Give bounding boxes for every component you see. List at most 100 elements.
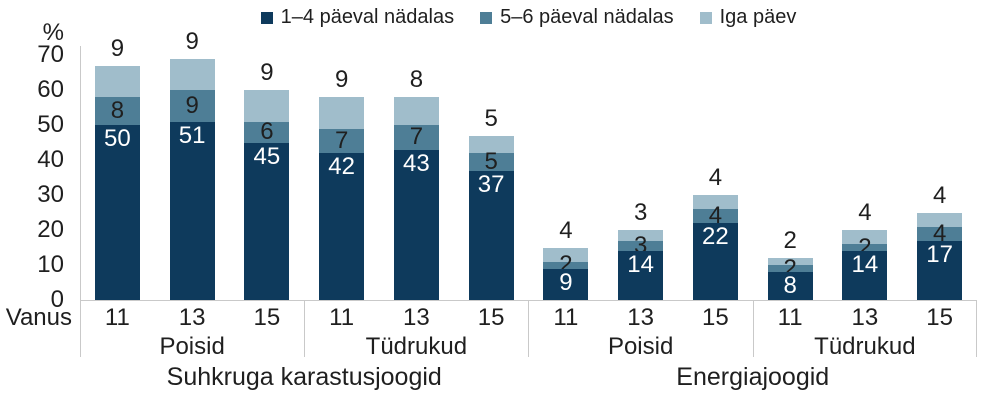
bar-value-iga-paev: 2 xyxy=(783,227,797,254)
bar-value-1-4: 9 xyxy=(559,268,573,296)
bar-segment-iga-paev xyxy=(94,65,140,97)
bar-value-1-4: 51 xyxy=(178,121,206,149)
plot-area: 9 8 50 9 9 51 9 6 45 9 7 xyxy=(80,29,977,300)
bar-segment-iga-paev xyxy=(618,230,664,241)
group-divider xyxy=(976,300,977,357)
bar-segment-1-4: 14 xyxy=(842,251,888,300)
bar-value-iga-paev: 4 xyxy=(708,164,723,191)
stacked-bar: 9 9 51 xyxy=(169,27,215,300)
gender-labels-row: Poisid Tüdrukud Poisid Tüdrukud xyxy=(80,333,977,360)
bar-segment-1-4: 14 xyxy=(618,251,664,300)
stacked-bar: 9 8 50 xyxy=(94,34,140,300)
age-label: 11 xyxy=(553,304,579,331)
bar-segment-iga-paev xyxy=(543,247,589,262)
age-labels-row: 11 13 15 11 13 15 11 13 15 11 13 15 xyxy=(80,300,977,336)
bar-value-iga-paev: 9 xyxy=(110,34,125,62)
bar-value-1-4: 22 xyxy=(702,223,729,250)
bar-segment-iga-paev xyxy=(917,212,963,227)
bar-value-5-6: 8 xyxy=(110,97,125,124)
legend-item-iga-paev: Iga päev xyxy=(699,6,797,29)
bar-segment-5-6: 2 xyxy=(767,256,813,280)
bar-value-1-4: 17 xyxy=(926,240,953,268)
y-tick: 70 xyxy=(37,41,64,68)
bar-segment-1-4: 50 xyxy=(94,125,140,300)
stacked-bar: 8 7 43 xyxy=(393,66,439,300)
group-label-poisid: Poisid xyxy=(159,333,225,360)
age-label: 11 xyxy=(104,304,130,331)
bar-segment-1-4: 22 xyxy=(692,223,738,300)
category-label-suhkruga: Suhkruga karastusjoogid xyxy=(166,363,442,391)
group-label-poisid: Poisid xyxy=(607,333,674,360)
group-divider xyxy=(753,300,754,357)
age-label: 15 xyxy=(253,304,281,331)
bar-segment-1-4: 43 xyxy=(393,149,439,300)
y-tick: 0 xyxy=(50,286,64,313)
bar-value-iga-paev: 9 xyxy=(334,66,349,93)
y-tick: 40 xyxy=(37,146,64,173)
bar-value-5-6: 7 xyxy=(334,126,349,154)
legend-label: 5–6 päeval nädalas xyxy=(500,6,674,28)
stacked-bar: 4 2 9 xyxy=(543,218,589,300)
x-axis-title: Vanus xyxy=(5,304,72,331)
y-axis-line xyxy=(80,46,81,357)
bar-segment-iga-paev xyxy=(468,135,514,153)
bar-segment-iga-paev xyxy=(692,195,738,209)
bar-group-tudrukud-suhkruga: 9 7 42 8 7 43 5 5 37 xyxy=(304,55,528,300)
bar-group-poisid-suhkruga: 9 8 50 9 9 51 9 6 45 xyxy=(80,29,304,300)
legend-label: 1–4 päeval nädalas xyxy=(280,6,455,28)
age-label: 15 xyxy=(926,304,953,331)
bar-value-iga-paev: 9 xyxy=(185,27,199,55)
bar-segment-iga-paev xyxy=(767,258,813,265)
age-label: 11 xyxy=(777,304,803,331)
bar-segment-1-4: 45 xyxy=(244,142,290,300)
y-axis-ticks: 70 60 50 40 30 20 10 0 xyxy=(0,43,64,312)
legend-swatch-light-icon xyxy=(699,11,712,24)
age-label: 13 xyxy=(178,304,206,331)
age-label: 15 xyxy=(477,304,505,331)
bar-value-iga-paev: 5 xyxy=(484,104,498,132)
age-label: 15 xyxy=(702,304,729,331)
bar-segment-1-4: 37 xyxy=(468,170,514,300)
bar-value-iga-paev: 8 xyxy=(409,66,424,93)
bar-segment-5-6: 2 xyxy=(543,253,589,277)
bar-segment-5-6: 4 xyxy=(692,204,738,228)
bar-segment-5-6: 2 xyxy=(842,235,888,259)
stacked-bar: 5 5 37 xyxy=(468,104,514,300)
y-tick: 30 xyxy=(37,181,64,208)
bar-group-tudrukud-energia: 2 2 8 4 2 14 4 4 17 xyxy=(753,55,977,300)
bar-value-5-6: 4 xyxy=(932,219,947,247)
group-label-tudrukud: Tüdrukud xyxy=(814,333,916,360)
bar-value-5-6: 6 xyxy=(260,118,274,145)
age-label: 11 xyxy=(329,304,355,331)
bar-group-poisid-energia: 4 2 9 3 3 14 4 4 22 xyxy=(529,55,753,300)
bar-value-1-4: 50 xyxy=(104,125,131,152)
bar-segment-iga-paev xyxy=(319,97,365,129)
bar-segment-1-4: 42 xyxy=(319,153,365,300)
stacked-bar: 9 7 42 xyxy=(319,66,365,300)
bar-value-1-4: 43 xyxy=(403,149,430,177)
legend-item-5-6-paeval: 5–6 päeval nädalas xyxy=(480,6,674,29)
bar-segment-1-4: 17 xyxy=(917,240,963,300)
legend: 1–4 päeval nädalas 5–6 päeval nädalas Ig… xyxy=(80,6,977,29)
bar-segment-5-6: 9 xyxy=(169,90,215,122)
group-divider xyxy=(304,300,305,357)
age-label: 13 xyxy=(403,304,430,331)
stacked-bar: 4 4 17 xyxy=(917,183,963,300)
legend-label: Iga päev xyxy=(719,6,797,28)
bar-segment-iga-paev xyxy=(169,58,215,90)
bar-segment-5-6: 4 xyxy=(917,221,963,245)
bar-value-iga-paev: 4 xyxy=(858,199,872,226)
bar-segment-iga-paev xyxy=(244,90,290,122)
age-label: 13 xyxy=(851,304,879,331)
stacked-bar: 9 6 45 xyxy=(244,61,290,300)
bar-value-1-4: 14 xyxy=(627,251,654,278)
bar-segment-1-4: 9 xyxy=(543,268,589,300)
stacked-bar: 2 2 8 xyxy=(767,227,813,300)
bar-segment-5-6: 6 xyxy=(244,118,290,145)
bar-segment-iga-paev xyxy=(842,230,888,244)
stacked-bar: 4 4 22 xyxy=(692,164,738,300)
category-label-energiajoogid: Energiajoogid xyxy=(676,363,830,391)
legend-swatch-mid-icon xyxy=(480,11,493,24)
bar-segment-5-6: 7 xyxy=(393,125,439,150)
